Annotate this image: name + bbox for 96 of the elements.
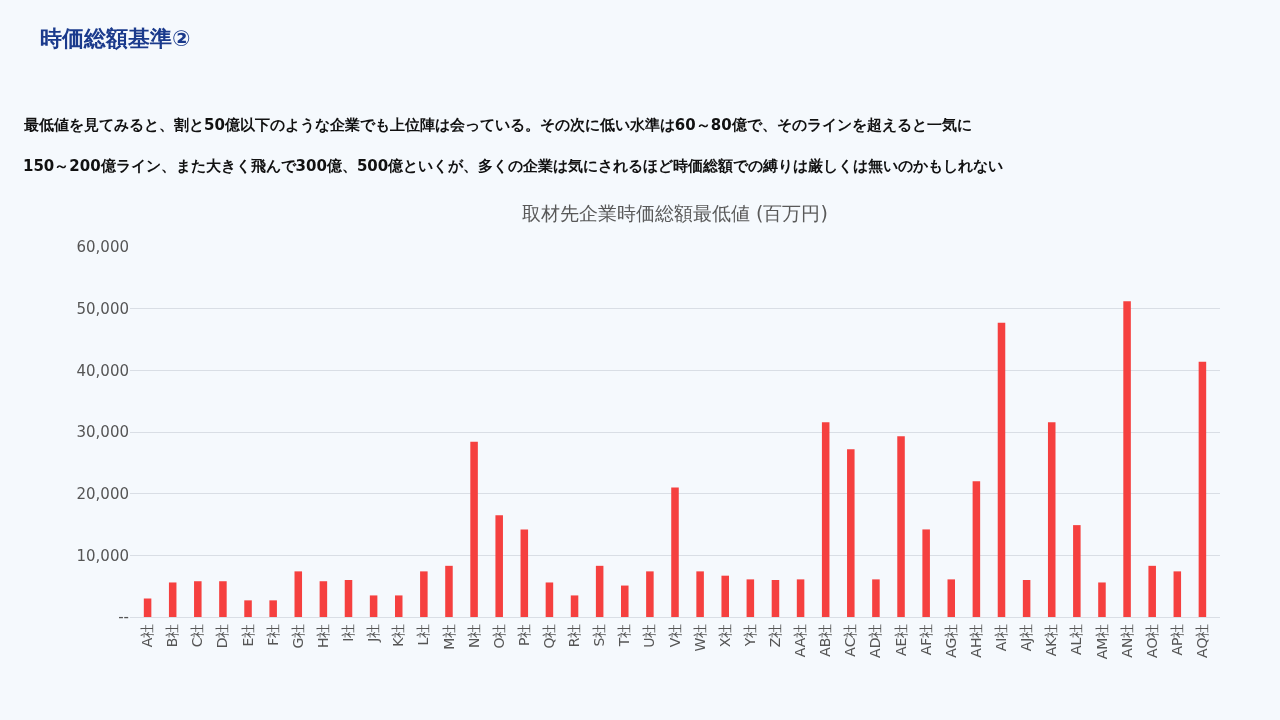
bar bbox=[947, 579, 956, 617]
x-tick-label: Y社 bbox=[741, 623, 758, 648]
bar bbox=[269, 600, 277, 617]
bar bbox=[545, 582, 554, 617]
bar bbox=[344, 580, 353, 617]
bar bbox=[922, 529, 930, 617]
bar bbox=[420, 571, 428, 617]
x-tick-label: P社 bbox=[515, 623, 532, 647]
x-tick-label: AC社 bbox=[842, 623, 859, 657]
bar bbox=[746, 579, 755, 617]
bar bbox=[671, 487, 679, 617]
x-tick-label: M社 bbox=[440, 623, 457, 650]
bar bbox=[972, 481, 981, 617]
y-tick-label: -- bbox=[118, 608, 129, 627]
bar bbox=[394, 595, 403, 617]
bar bbox=[997, 322, 1006, 617]
x-tick-label: Q社 bbox=[540, 623, 557, 649]
bar bbox=[847, 449, 855, 617]
y-tick-label: 40,000 bbox=[76, 361, 129, 380]
x-tick-label: AB社 bbox=[817, 623, 834, 657]
x-tick-label: T社 bbox=[616, 623, 633, 648]
bar bbox=[621, 585, 629, 617]
bar bbox=[646, 571, 654, 617]
bar bbox=[445, 565, 453, 617]
text: 取材先企業時価総額最低値 (百万円) bbox=[522, 202, 828, 224]
x-tick-label: O社 bbox=[490, 623, 507, 649]
bar bbox=[194, 581, 202, 617]
bar bbox=[294, 571, 303, 617]
x-tick-label: W社 bbox=[691, 623, 708, 652]
bar bbox=[1123, 301, 1131, 617]
x-tick-label: Z社 bbox=[767, 623, 784, 648]
x-tick-label: G社 bbox=[289, 623, 306, 649]
bar bbox=[319, 581, 328, 617]
chart-title: 時価総額基準② bbox=[40, 25, 191, 51]
bar bbox=[219, 581, 227, 617]
bar bbox=[495, 515, 503, 617]
x-tick-label: N社 bbox=[465, 623, 482, 649]
x-tick-label: X社 bbox=[716, 623, 733, 648]
bar bbox=[143, 598, 152, 617]
bar bbox=[520, 529, 529, 617]
x-tick-label: K社 bbox=[390, 623, 407, 647]
bar bbox=[470, 441, 478, 617]
y-tick-label: 50,000 bbox=[76, 299, 129, 318]
x-tick-label: H社 bbox=[314, 623, 331, 649]
x-tick-label: F社 bbox=[264, 623, 281, 646]
bar bbox=[1148, 565, 1156, 617]
x-tick-label: AO社 bbox=[1143, 623, 1160, 658]
y-tick-label: 20,000 bbox=[76, 484, 129, 503]
bar bbox=[1073, 525, 1081, 617]
x-tick-label: J社 bbox=[365, 623, 382, 643]
x-tick-label: R社 bbox=[566, 623, 583, 648]
x-tick-label: AI社 bbox=[993, 623, 1010, 652]
bar bbox=[897, 436, 905, 617]
x-tick-label: AQ社 bbox=[1193, 623, 1210, 658]
bar bbox=[872, 579, 880, 617]
x-tick-label: C社 bbox=[189, 623, 206, 648]
x-tick-label: AP社 bbox=[1168, 623, 1185, 656]
bar bbox=[721, 575, 729, 617]
x-tick-label: AD社 bbox=[867, 623, 884, 658]
bar bbox=[369, 595, 378, 617]
bar bbox=[244, 600, 252, 617]
x-tick-label: A社 bbox=[139, 623, 156, 648]
x-tick-label: U社 bbox=[641, 623, 658, 648]
x-tick-label: AL社 bbox=[1068, 623, 1085, 655]
x-tick-label: B社 bbox=[164, 623, 181, 648]
bar bbox=[1198, 361, 1207, 617]
x-tick-label: V社 bbox=[666, 623, 683, 648]
x-tick-label: AN社 bbox=[1118, 623, 1135, 658]
bar bbox=[570, 595, 579, 617]
x-tick-label: D社 bbox=[214, 623, 231, 649]
bar bbox=[1098, 582, 1106, 617]
text: 最低値を見てみると、割と50億以下のような企業でも上位陣は会っている。その次に低い水準は60～80億で、そのラインを超えると一気に 150～200億ライン、また大きく飛んで300億、500億といくが、多くの企業は気にされるほど時価総額での縛りは厳しくは無いのかもしれない bbox=[23, 116, 1004, 175]
bar bbox=[1173, 571, 1182, 617]
x-tick-label: AG社 bbox=[942, 623, 959, 658]
bar bbox=[821, 422, 830, 617]
x-tick-label: AK社 bbox=[1043, 623, 1060, 657]
bar bbox=[796, 579, 805, 617]
x-tick-label: AM社 bbox=[1093, 623, 1110, 660]
x-tick-label: I社 bbox=[340, 623, 357, 642]
bar bbox=[168, 582, 177, 617]
y-tick-label: 60,000 bbox=[76, 238, 129, 257]
x-tick-label: L社 bbox=[415, 623, 432, 646]
y-tick-label: 30,000 bbox=[76, 423, 129, 442]
x-tick-label: E社 bbox=[239, 623, 256, 647]
bar bbox=[595, 565, 604, 617]
x-tick-label: AE社 bbox=[892, 623, 909, 657]
x-tick-label: S社 bbox=[591, 623, 608, 647]
bar bbox=[1022, 580, 1031, 617]
x-tick-label: AJ社 bbox=[1018, 623, 1035, 652]
bar bbox=[696, 571, 704, 617]
y-tick-label: 10,000 bbox=[76, 546, 129, 565]
bar bbox=[1047, 422, 1056, 617]
x-tick-label: AF社 bbox=[917, 623, 934, 656]
bar bbox=[771, 580, 780, 617]
x-tick-label: AA社 bbox=[792, 623, 809, 658]
x-tick-label: AH社 bbox=[967, 623, 984, 658]
